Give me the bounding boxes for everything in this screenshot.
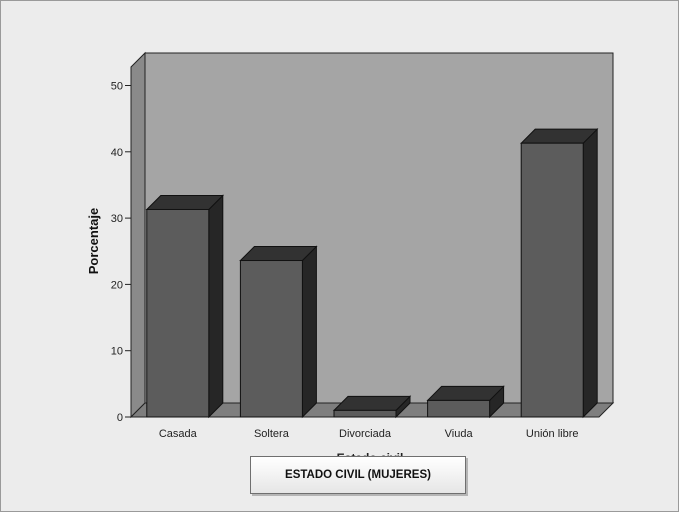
bar-casada [145, 194, 225, 419]
bar-top [426, 385, 505, 401]
bar-side [208, 194, 224, 419]
x-tick-label: Casada [159, 428, 198, 440]
bar-side [582, 127, 598, 419]
x-tick-label: Viuda [445, 428, 474, 440]
bar-top [239, 246, 318, 262]
y-tick-label: 50 [111, 81, 123, 93]
x-tick-label: Soltera [254, 428, 290, 440]
bar-divorciada [332, 395, 412, 419]
bar-top [332, 395, 412, 411]
caption-text: ESTADO CIVIL (MUJERES) [285, 469, 431, 481]
y-axis-label: Porcentaje [86, 208, 101, 274]
bar-front [333, 409, 397, 418]
bar-top [519, 128, 599, 144]
bar-soltera [239, 245, 318, 419]
bar-viuda [426, 385, 505, 419]
bar-front [520, 142, 584, 418]
bar-front [239, 260, 303, 418]
y-tick-label: 20 [111, 279, 123, 291]
chart-caption: ESTADO CIVIL (MUJERES) [250, 456, 466, 494]
y-tick-label: 10 [111, 346, 123, 358]
x-tick-label: Unión libre [526, 428, 579, 440]
bar-front [146, 208, 210, 418]
x-tick-label: Divorciada [339, 428, 392, 440]
y-tick-label: 40 [111, 147, 123, 159]
bar-front [427, 399, 491, 418]
bar-top [145, 194, 225, 210]
left-wall [130, 51, 146, 419]
bar-unión-libre [519, 127, 599, 419]
bar-side [301, 245, 317, 419]
y-tick-label: 0 [117, 412, 123, 424]
y-tick-label: 30 [111, 213, 123, 225]
